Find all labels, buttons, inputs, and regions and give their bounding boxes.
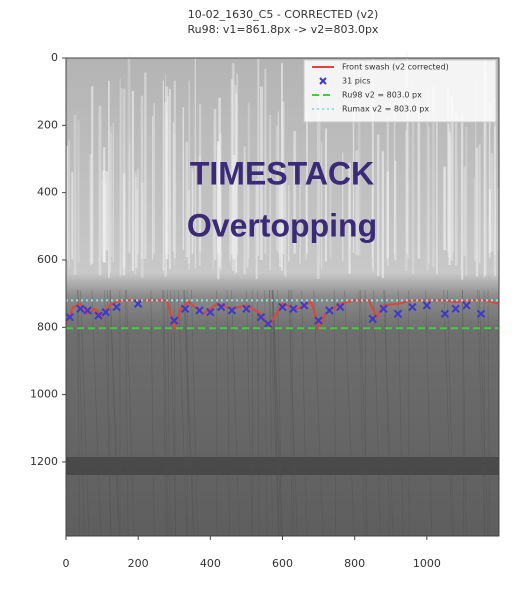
x-tick-label: 200 [128,557,149,570]
x-tick-label: 600 [272,557,293,570]
legend-label: Rumax v2 = 803.0 px [342,105,429,114]
chart-title: 10-02_1630_C5 - CORRECTED (v2) [188,8,379,21]
y-tick-label: 800 [37,320,58,333]
x-tick-label: 1000 [413,557,441,570]
dark-band [66,457,499,475]
x-tick-label: 800 [344,557,365,570]
legend-label: Front swash (v2 corrected) [342,63,449,72]
y-tick-label: 0 [51,51,58,64]
x-tick-label: 0 [63,557,70,570]
y-tick-label: 600 [37,253,58,266]
y-tick-label: 400 [37,186,58,199]
annotation: TIMESTACK [190,155,374,191]
legend-label: Ru98 v2 = 803.0 px [342,91,422,100]
y-tick-label: 1200 [30,455,58,468]
chart-subtitle: Ru98: v1=861.8px -> v2=803.0px [188,23,379,36]
y-tick-label: 200 [37,118,58,131]
x-tick-label: 400 [200,557,221,570]
annotation: Overtopping [187,207,377,243]
y-tick-label: 1000 [30,388,58,401]
legend-label: 31 pics [342,77,371,86]
